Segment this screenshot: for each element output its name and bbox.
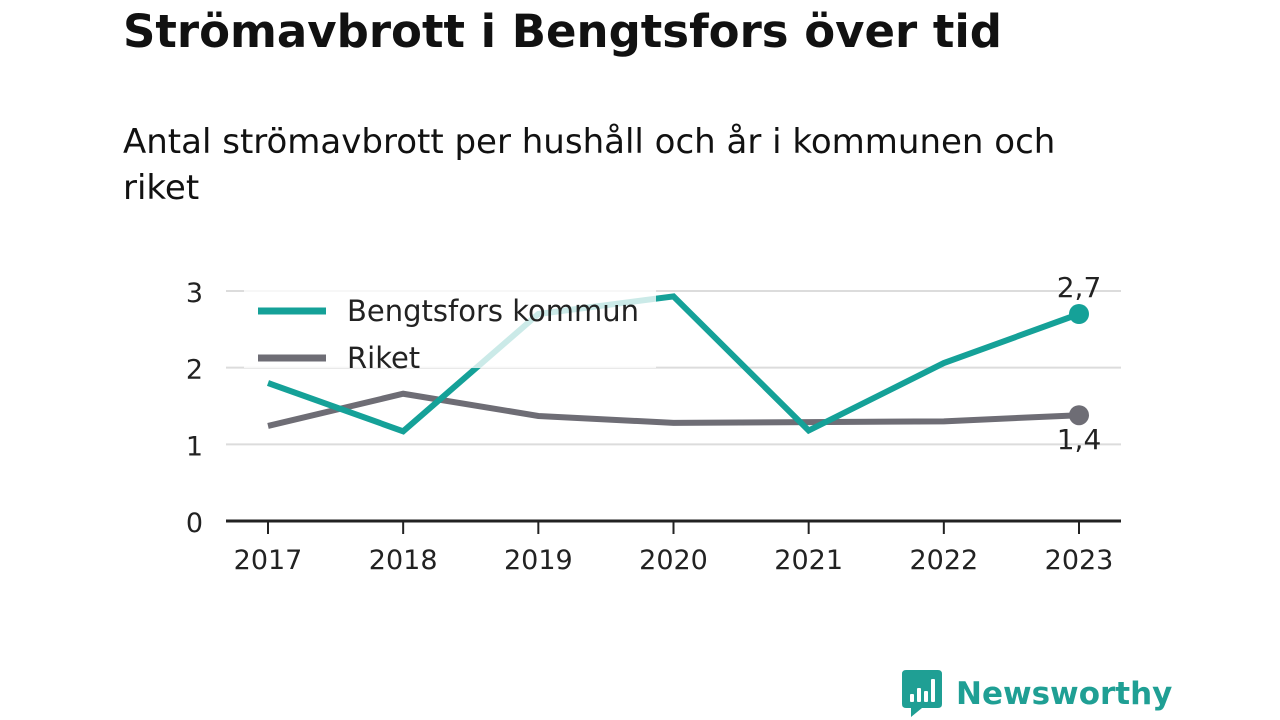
y-tick-label: 2	[186, 355, 203, 386]
x-tick-label: 2023	[1045, 545, 1114, 576]
x-tick-label: 2022	[909, 545, 978, 576]
series-line-bengtsfors	[266, 293, 1081, 435]
y-axis-ticks: 0 1 2 3	[186, 278, 203, 539]
end-label-bengtsfors: 2,7	[1057, 271, 1102, 304]
chart-title: Strömavbrott i Bengtsfors över tid	[123, 5, 1002, 58]
x-axis: 2017 2018 2019 2020 2021 2022 2023	[226, 519, 1121, 576]
chart-subtitle: Antal strömavbrott per hushåll och år i …	[123, 122, 1056, 208]
legend-label: Riket	[347, 341, 420, 375]
brand-name: Newsworthy	[956, 676, 1173, 712]
end-label-riket: 1,4	[1057, 423, 1102, 456]
x-tick-label: 2021	[774, 545, 843, 576]
x-tick-label: 2020	[639, 545, 708, 576]
y-tick-label: 1	[186, 431, 203, 462]
x-tick-label: 2018	[369, 545, 438, 576]
newsworthy-logo-icon	[902, 670, 942, 717]
legend-background	[244, 280, 656, 368]
end-point-bengtsfors	[1069, 304, 1089, 324]
y-tick-label: 0	[186, 508, 203, 539]
legend: Bengtsfors kommun Riket	[244, 280, 656, 375]
series-lines	[266, 293, 1089, 435]
x-tick-label: 2019	[504, 545, 573, 576]
newsworthy-brand: Newsworthy	[902, 670, 1172, 718]
y-tick-label: 3	[186, 278, 203, 309]
legend-label: Bengtsfors kommun	[347, 294, 639, 328]
x-tick-label: 2017	[234, 545, 303, 576]
end-point-riket	[1069, 405, 1089, 426]
series-line-riket	[267, 390, 1080, 429]
data-labels: 2,7 1,4	[1057, 271, 1102, 456]
